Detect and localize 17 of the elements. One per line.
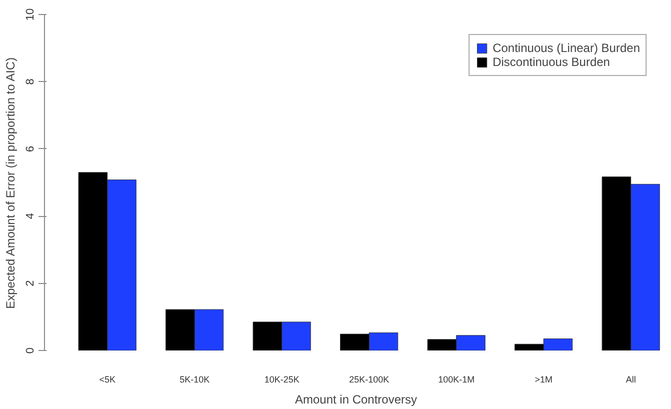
- y-axis-title: Expected Amount of Error (in proportion to AIC): [4, 57, 18, 309]
- x-tick-label: 100K-1M: [438, 374, 475, 384]
- legend-label: Discontinuous Burden: [492, 55, 610, 69]
- legend-label: Continuous (Linear) Burden: [492, 41, 640, 55]
- y-tick-label: 8: [24, 78, 36, 85]
- y-tick-label: 2: [24, 280, 36, 286]
- y-tick-label: 10: [24, 8, 36, 21]
- x-tick-label: >1M: [534, 374, 552, 384]
- x-tick-label: 25K-100K: [349, 374, 390, 384]
- x-tick-label: All: [626, 374, 636, 384]
- x-tick-label: 5K-10K: [180, 374, 210, 384]
- x-tick-label: <5K: [99, 374, 116, 384]
- x-tick-label: 10K-25K: [264, 374, 300, 384]
- y-tick-label: 0: [24, 347, 36, 354]
- x-axis-title: Amount in Controversy: [294, 392, 418, 406]
- y-tick-label: 4: [24, 213, 36, 220]
- y-tick-label: 6: [24, 146, 36, 152]
